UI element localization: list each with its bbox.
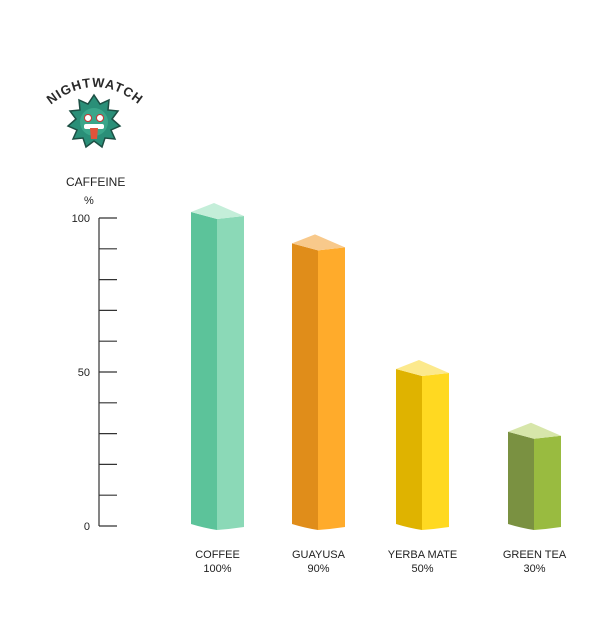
bar-top-face [191, 203, 244, 219]
bar-right-face [534, 435, 561, 530]
bar-right-face [318, 247, 345, 530]
value-label: 90% [307, 563, 329, 575]
bar-top-face [292, 234, 345, 251]
category-label: GUAYUSA [292, 549, 346, 561]
y-tick-label: 50 [78, 367, 90, 379]
bar-yerba-mate [396, 360, 449, 530]
bar-left-face [396, 369, 422, 530]
bar-guayusa [292, 234, 345, 530]
bar-right-face [217, 216, 244, 530]
bar-coffee [191, 203, 244, 530]
y-axis-label: CAFFEINE [66, 175, 125, 189]
y-axis-unit: % [84, 195, 94, 207]
nightwatch-logo: NIGHTWATCH [44, 75, 145, 149]
category-label: GREEN TEA [503, 549, 567, 561]
category-label: YERBA MATE [388, 549, 457, 561]
bar-green-tea [508, 422, 561, 530]
y-tick-label: 100 [72, 213, 90, 225]
bar-left-face [292, 243, 318, 530]
y-tick-label: 0 [84, 521, 90, 533]
bars [191, 203, 561, 530]
bar-right-face [422, 373, 449, 530]
bar-left-face [191, 212, 217, 530]
value-label: 50% [411, 563, 433, 575]
value-label: 100% [203, 563, 231, 575]
bar-left-face [508, 431, 534, 530]
y-axis: 0 50 100 [72, 213, 117, 533]
bar-top-face [508, 422, 561, 439]
category-labels: COFFEE 100% GUAYUSA 90% YERBA MATE 50% GREEN T… [195, 549, 567, 575]
category-label: COFFEE [195, 549, 240, 561]
bar-top-face [396, 360, 449, 376]
value-label: 30% [523, 563, 545, 575]
